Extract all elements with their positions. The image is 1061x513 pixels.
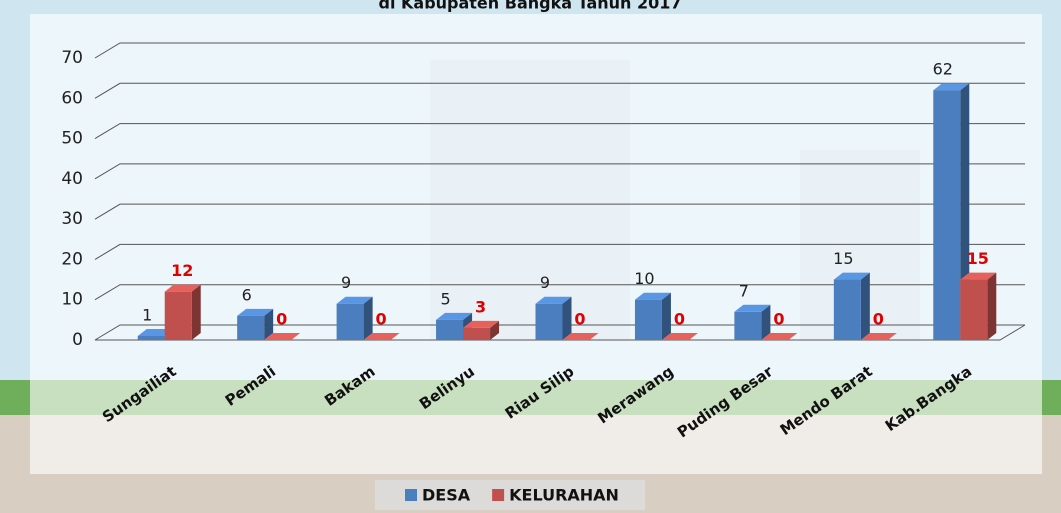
y-tick-label: 10	[61, 290, 83, 310]
bar	[463, 328, 490, 340]
value-label: 0	[674, 310, 685, 329]
value-label: 9	[341, 273, 351, 292]
y-tick-label: 0	[72, 330, 83, 350]
bar	[734, 312, 761, 340]
y-tick-label: 20	[61, 249, 83, 269]
value-label: 12	[171, 261, 193, 280]
bar	[536, 304, 563, 340]
bar	[138, 336, 165, 340]
value-label: 9	[540, 273, 550, 292]
bar	[635, 300, 662, 340]
bar	[834, 280, 861, 340]
value-label: 15	[833, 249, 853, 268]
value-label: 62	[933, 60, 953, 79]
legend-label: DESA	[422, 486, 471, 505]
y-tick-label: 70	[61, 48, 83, 68]
y-tick-label: 30	[61, 209, 83, 229]
chart-title: di Kabupaten Bangka Tahun 2017	[378, 0, 681, 13]
y-tick-label: 60	[61, 88, 83, 108]
y-tick-label: 50	[61, 129, 83, 149]
value-label: 6	[242, 285, 252, 304]
legend-swatch	[492, 489, 504, 501]
chart: di Kabupaten Bangka Tahun 2017 010203040…	[0, 0, 1061, 513]
legend-label: KELURAHAN	[509, 486, 619, 505]
bar-side	[662, 293, 671, 340]
legend-swatch	[405, 489, 417, 501]
bar	[933, 90, 960, 340]
value-label: 0	[376, 310, 387, 329]
bar	[337, 304, 364, 340]
value-label: 0	[276, 310, 287, 329]
value-label: 1	[142, 305, 152, 324]
bar-side	[192, 285, 201, 340]
value-label: 15	[967, 249, 989, 268]
value-label: 0	[873, 310, 884, 329]
bar	[165, 292, 192, 340]
bar-side	[364, 297, 373, 340]
y-tick-label: 40	[61, 169, 83, 189]
value-label: 10	[634, 269, 654, 288]
value-label: 0	[574, 310, 585, 329]
bar	[436, 320, 463, 340]
bar	[237, 316, 264, 340]
value-label: 0	[773, 310, 784, 329]
bar	[960, 280, 987, 340]
bar-side	[987, 273, 996, 340]
value-label: 7	[739, 281, 749, 300]
bar-side	[861, 273, 870, 340]
value-label: 3	[475, 297, 486, 316]
bar-side	[563, 297, 572, 340]
value-label: 5	[440, 289, 450, 308]
